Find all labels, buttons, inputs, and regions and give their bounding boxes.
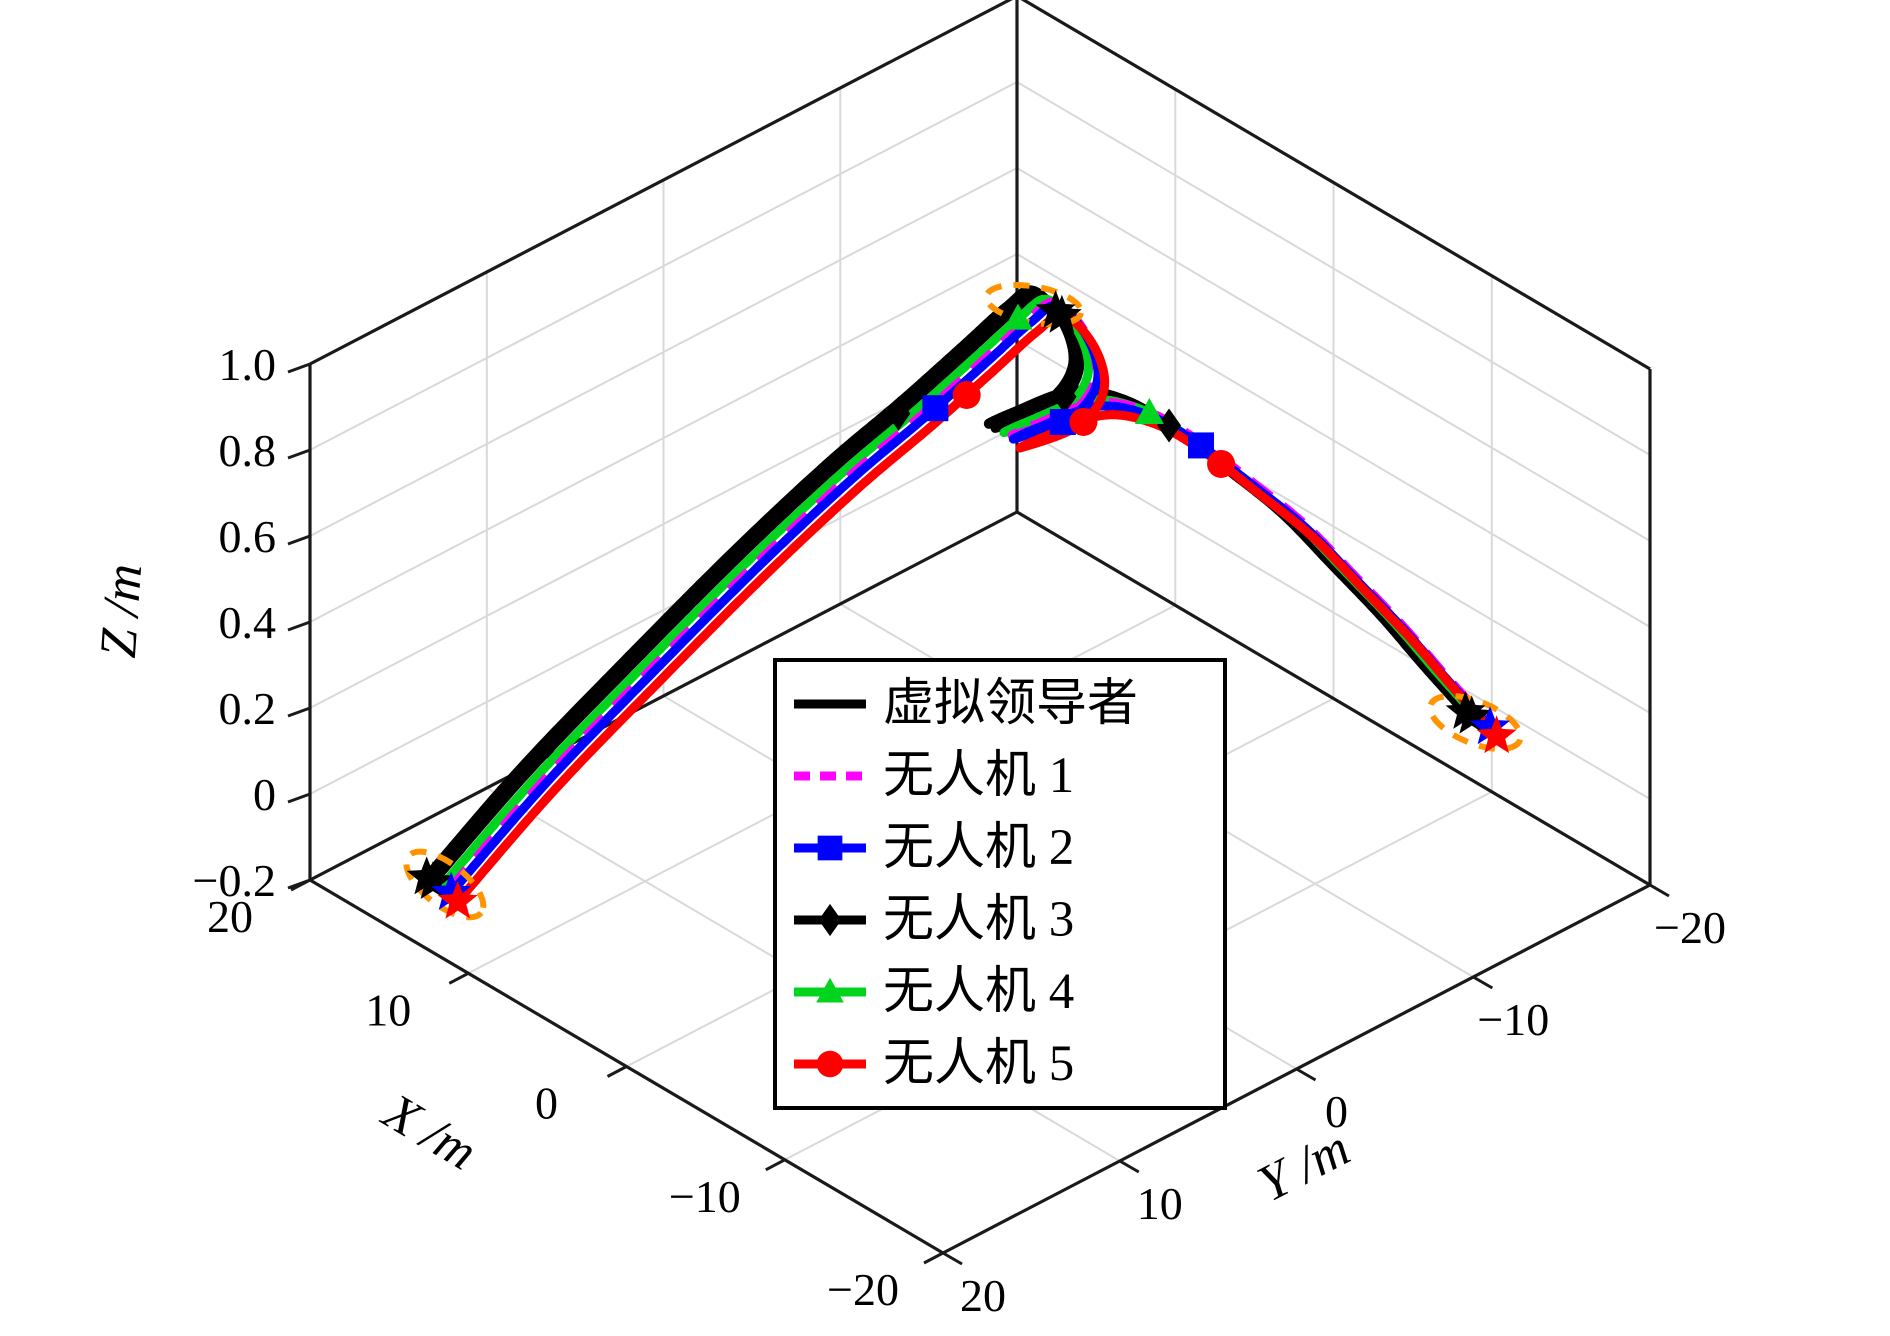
triangle-marker <box>816 977 844 1003</box>
formation-ellipses <box>403 282 1524 921</box>
circle-marker <box>952 381 981 410</box>
grid-right-wall-z <box>1016 81 1651 456</box>
legend-item-leader: 虚拟领导者 <box>791 668 1217 740</box>
x-tick-label: 0 <box>535 1078 558 1129</box>
x-axis-label: X /m <box>372 1082 486 1181</box>
legend-label-uav5: 无人机 5 <box>883 1035 1075 1092</box>
z-tick <box>287 878 311 890</box>
legend-swatch-uav2-square-marker <box>794 835 866 861</box>
y-tick <box>1472 975 1494 990</box>
circle-marker <box>1069 407 1098 436</box>
grid-right-wall-z <box>1016 425 1651 800</box>
diamond-marker <box>818 903 842 937</box>
star-marker <box>437 880 478 919</box>
x-tick <box>765 1158 786 1172</box>
z-tick <box>287 792 311 804</box>
star-marker <box>1470 706 1510 745</box>
formation-ellipse <box>983 282 1085 328</box>
z-tick-label: 0.4 <box>219 597 277 648</box>
star-marker <box>413 861 453 899</box>
circle-marker <box>1207 449 1236 478</box>
z-tick-label: 0.2 <box>219 683 277 734</box>
x-tick <box>606 1065 628 1078</box>
z-tick <box>287 620 311 632</box>
z-tick-label: 1.0 <box>219 339 277 390</box>
diamond-marker <box>1157 408 1182 443</box>
y-tick-label: −10 <box>1477 994 1549 1045</box>
square-marker <box>1188 432 1215 459</box>
triangle-marker <box>1003 303 1033 330</box>
z-tick <box>287 448 311 460</box>
z-axis-label: Z /m <box>90 562 153 660</box>
y-tick <box>942 1251 963 1266</box>
legend-swatch-uav3-diamond-marker <box>794 903 866 937</box>
formation-ellipse <box>403 848 487 921</box>
star-marker <box>431 871 472 910</box>
y-tick-label: 20 <box>960 1270 1006 1321</box>
z-tick-label: −0.2 <box>193 855 276 906</box>
axis-edge <box>1020 0 1651 371</box>
z-tick-label: 0 <box>253 769 276 820</box>
legend-item-uav2: 无人机 2 <box>791 812 1217 884</box>
x-tick <box>448 971 469 985</box>
legend-swatch-leader-line <box>794 699 866 709</box>
z-tick <box>287 362 311 374</box>
x-tick-label: −20 <box>827 1264 899 1315</box>
diamond-marker <box>886 396 911 431</box>
legend-swatch-uav1-dashed-line <box>794 771 866 781</box>
x-tick <box>923 1251 944 1265</box>
x-tick-label: 20 <box>207 891 253 942</box>
axis-edge <box>1016 510 1651 887</box>
star-marker <box>1476 715 1517 754</box>
axis-edge <box>309 510 1018 882</box>
legend-label-uav2: 无人机 2 <box>883 819 1075 876</box>
diamond-marker <box>1052 379 1077 414</box>
circle-marker <box>816 1050 844 1078</box>
y-tick-label: 10 <box>1137 1178 1183 1229</box>
triangle-marker <box>1134 398 1164 425</box>
z-tick <box>287 706 311 718</box>
z-tick-label: 0.8 <box>219 425 277 476</box>
z-tick <box>287 534 311 546</box>
grid-right-wall-z <box>1016 167 1651 542</box>
y-tick <box>1295 1067 1317 1082</box>
y-tick-label: −20 <box>1654 902 1726 953</box>
square-marker <box>817 835 843 861</box>
legend-swatch-uav4-triangle-marker <box>794 977 866 1003</box>
grid-right-wall-z <box>1016 253 1651 628</box>
legend-label-uav3: 无人机 3 <box>883 891 1075 948</box>
grid-left-wall-z <box>309 425 1018 795</box>
grid-left-wall-z <box>309 81 1018 451</box>
legend-item-uav4: 无人机 4 <box>791 956 1217 1028</box>
y-tick <box>1119 1159 1140 1174</box>
x-tick-label: −10 <box>669 1171 741 1222</box>
square-marker <box>922 395 949 422</box>
axis-edge <box>309 0 1013 366</box>
legend: 虚拟领导者 无人机 1 无人机 2 无人机 3 无人机 4 无人机 5 <box>773 658 1227 1110</box>
formation-ellipse <box>1427 692 1524 752</box>
legend-item-uav5: 无人机 5 <box>791 1028 1217 1100</box>
z-tick-label: 0.6 <box>219 511 277 562</box>
grid-left-wall-z <box>309 167 1018 537</box>
legend-label-uav4: 无人机 4 <box>883 963 1075 1020</box>
y-tick-label: 0 <box>1325 1086 1348 1137</box>
grid-left-wall-z <box>309 253 1018 623</box>
legend-label-leader: 虚拟领导者 <box>883 675 1139 732</box>
star-marker <box>1451 695 1492 734</box>
star-marker <box>1041 294 1082 333</box>
legend-item-uav1: 无人机 1 <box>791 740 1217 812</box>
x-tick-label: 10 <box>365 984 411 1035</box>
legend-swatch-uav5-circle-marker <box>794 1050 866 1078</box>
y-tick <box>1649 883 1670 898</box>
trajectory-markers <box>406 290 1517 919</box>
legend-label-uav1: 无人机 1 <box>883 747 1075 804</box>
legend-item-uav3: 无人机 3 <box>791 884 1217 956</box>
